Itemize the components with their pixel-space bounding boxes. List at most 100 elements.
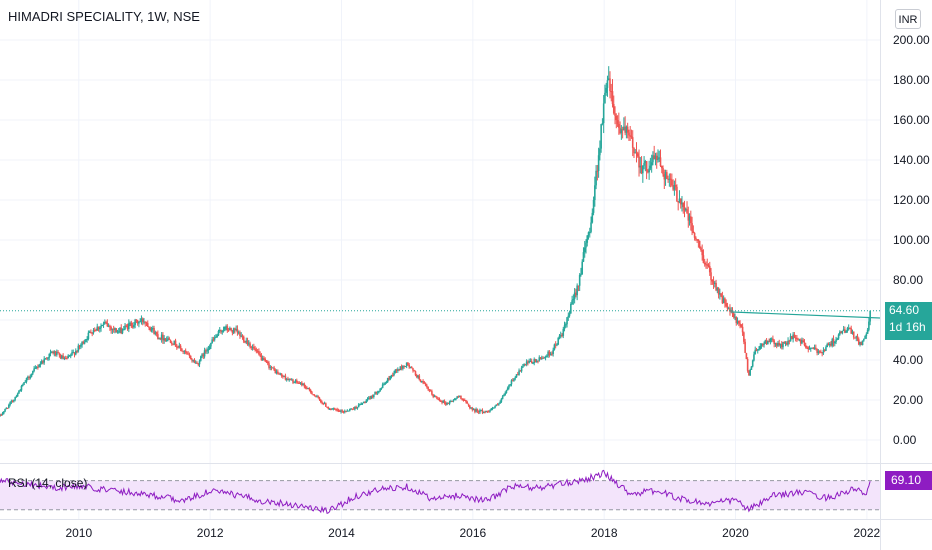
candle bbox=[283, 375, 285, 378]
candle-body bbox=[740, 324, 743, 327]
candle bbox=[683, 200, 686, 218]
candle bbox=[653, 145, 655, 160]
candle bbox=[741, 323, 744, 336]
candle-body bbox=[841, 330, 844, 334]
candle-body bbox=[698, 241, 701, 248]
candle-body bbox=[633, 147, 635, 154]
candle-body bbox=[813, 347, 816, 350]
candle-body bbox=[648, 168, 650, 173]
candle-body bbox=[68, 355, 71, 357]
candle bbox=[95, 328, 97, 332]
candle bbox=[813, 344, 816, 350]
candle bbox=[447, 402, 450, 405]
currency-button[interactable]: INR bbox=[895, 9, 921, 29]
candle bbox=[37, 364, 39, 370]
candle bbox=[23, 382, 25, 386]
candle bbox=[373, 394, 375, 399]
candle bbox=[504, 391, 506, 396]
candle-body bbox=[88, 331, 91, 333]
candle-body bbox=[868, 321, 870, 330]
candle-body bbox=[293, 381, 296, 383]
candle-body bbox=[120, 327, 123, 334]
candle-body bbox=[140, 318, 143, 321]
candle bbox=[528, 358, 530, 364]
candle bbox=[701, 244, 703, 261]
candle bbox=[403, 365, 405, 369]
candle-body bbox=[128, 323, 130, 330]
candle-body bbox=[844, 329, 846, 333]
candle bbox=[822, 347, 825, 355]
candle bbox=[677, 200, 679, 211]
candle-body bbox=[532, 363, 534, 365]
candle-body bbox=[24, 381, 27, 383]
candle bbox=[316, 394, 318, 398]
candle bbox=[436, 396, 438, 400]
candle-body bbox=[270, 366, 273, 368]
candle bbox=[443, 399, 446, 405]
candle-body bbox=[205, 350, 207, 352]
candle bbox=[654, 152, 657, 166]
candle-body bbox=[540, 357, 543, 359]
candle-body bbox=[618, 123, 620, 128]
candle bbox=[148, 326, 150, 331]
candle-body bbox=[393, 373, 395, 376]
candle-body bbox=[301, 382, 303, 386]
candle bbox=[112, 325, 115, 333]
candle bbox=[554, 341, 557, 349]
candle bbox=[470, 407, 472, 409]
candle bbox=[356, 406, 359, 410]
candle bbox=[417, 375, 419, 379]
candle-body bbox=[578, 275, 581, 286]
candle-body bbox=[801, 340, 803, 344]
candle-body bbox=[419, 379, 422, 382]
y-tick-label: 200.00 bbox=[893, 33, 930, 47]
candle bbox=[577, 285, 580, 292]
candle bbox=[804, 342, 807, 349]
candle bbox=[100, 323, 102, 332]
candle bbox=[777, 341, 779, 347]
candle-body bbox=[312, 394, 315, 396]
candle-body bbox=[639, 165, 642, 168]
candle bbox=[297, 381, 299, 384]
candle bbox=[547, 350, 549, 358]
candle bbox=[672, 179, 674, 192]
candle bbox=[328, 407, 331, 410]
candle-body bbox=[568, 313, 571, 316]
candle-body bbox=[14, 397, 16, 400]
candle bbox=[378, 390, 380, 394]
candle-body bbox=[184, 350, 187, 353]
candle bbox=[745, 352, 748, 360]
candle bbox=[210, 342, 212, 349]
candle-body bbox=[28, 376, 30, 379]
candle-body bbox=[441, 401, 443, 403]
candle-body bbox=[749, 369, 751, 376]
candle bbox=[129, 321, 131, 327]
candle bbox=[615, 113, 618, 129]
candle bbox=[811, 347, 813, 349]
candle-body bbox=[438, 399, 441, 401]
candle-body bbox=[586, 235, 589, 243]
candle-body bbox=[508, 385, 510, 388]
candle bbox=[691, 216, 693, 236]
candle-body bbox=[666, 172, 668, 179]
candle bbox=[78, 344, 81, 350]
candle bbox=[828, 342, 831, 348]
x-tick-label: 2020 bbox=[722, 526, 749, 540]
candle-body bbox=[785, 342, 788, 345]
candle bbox=[35, 366, 38, 370]
candle-body bbox=[570, 304, 572, 314]
candle-body bbox=[691, 223, 693, 232]
candle bbox=[571, 295, 573, 305]
candle-body bbox=[654, 155, 657, 160]
candle-body bbox=[527, 361, 529, 363]
candle bbox=[347, 410, 350, 412]
candle-body bbox=[221, 331, 224, 333]
candle-body bbox=[743, 332, 745, 342]
candle bbox=[208, 344, 211, 350]
candle bbox=[57, 350, 59, 354]
candle-body bbox=[717, 288, 720, 295]
candle-body bbox=[811, 347, 813, 349]
candle bbox=[149, 326, 152, 332]
candle bbox=[486, 410, 489, 413]
